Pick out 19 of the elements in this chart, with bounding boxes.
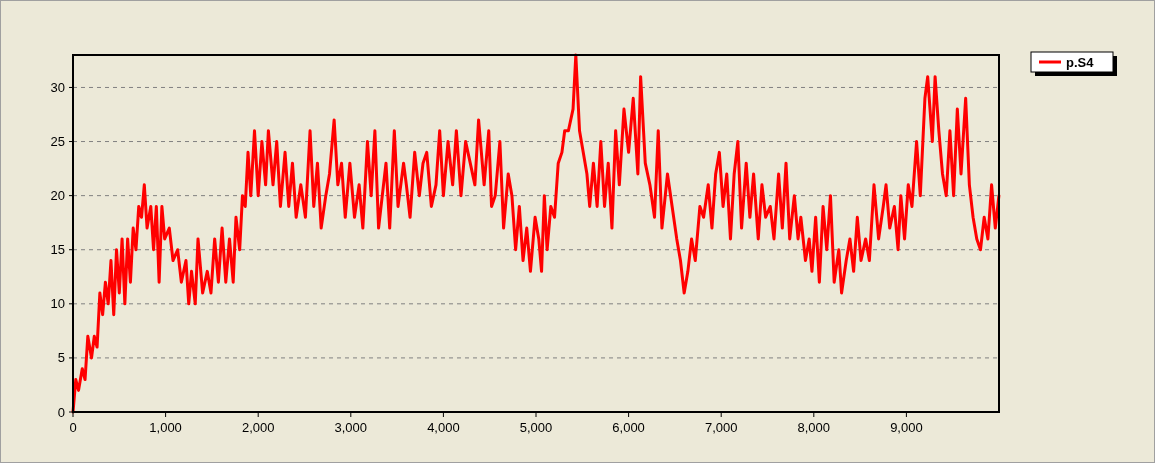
line-series: [71, 53, 1001, 414]
y-tick-label: 25: [50, 134, 65, 150]
y-tick-label: 15: [50, 242, 65, 258]
x-tick-label: 6,000: [612, 420, 645, 435]
y-tick-label: 30: [50, 80, 65, 95]
x-tick-label: 9,000: [890, 420, 923, 435]
legend-label: p.S4: [1066, 54, 1095, 70]
x-tick-label: 3,000: [334, 420, 368, 435]
x-tick-label: 2,000: [241, 420, 275, 435]
x-tick-label: 0: [69, 420, 77, 435]
x-tick-label: 7,000: [704, 420, 738, 435]
y-tick-label: 0: [57, 404, 65, 420]
y-tick-label: 10: [50, 296, 65, 312]
x-tick-label: 5,000: [519, 420, 553, 435]
y-tick-label: 20: [50, 188, 65, 204]
x-tick-label: 8,000: [797, 420, 831, 435]
x-tick-label: 4,000: [427, 420, 460, 435]
y-tick-label: 5: [57, 350, 65, 366]
x-tick-label: 1,000: [149, 420, 182, 435]
